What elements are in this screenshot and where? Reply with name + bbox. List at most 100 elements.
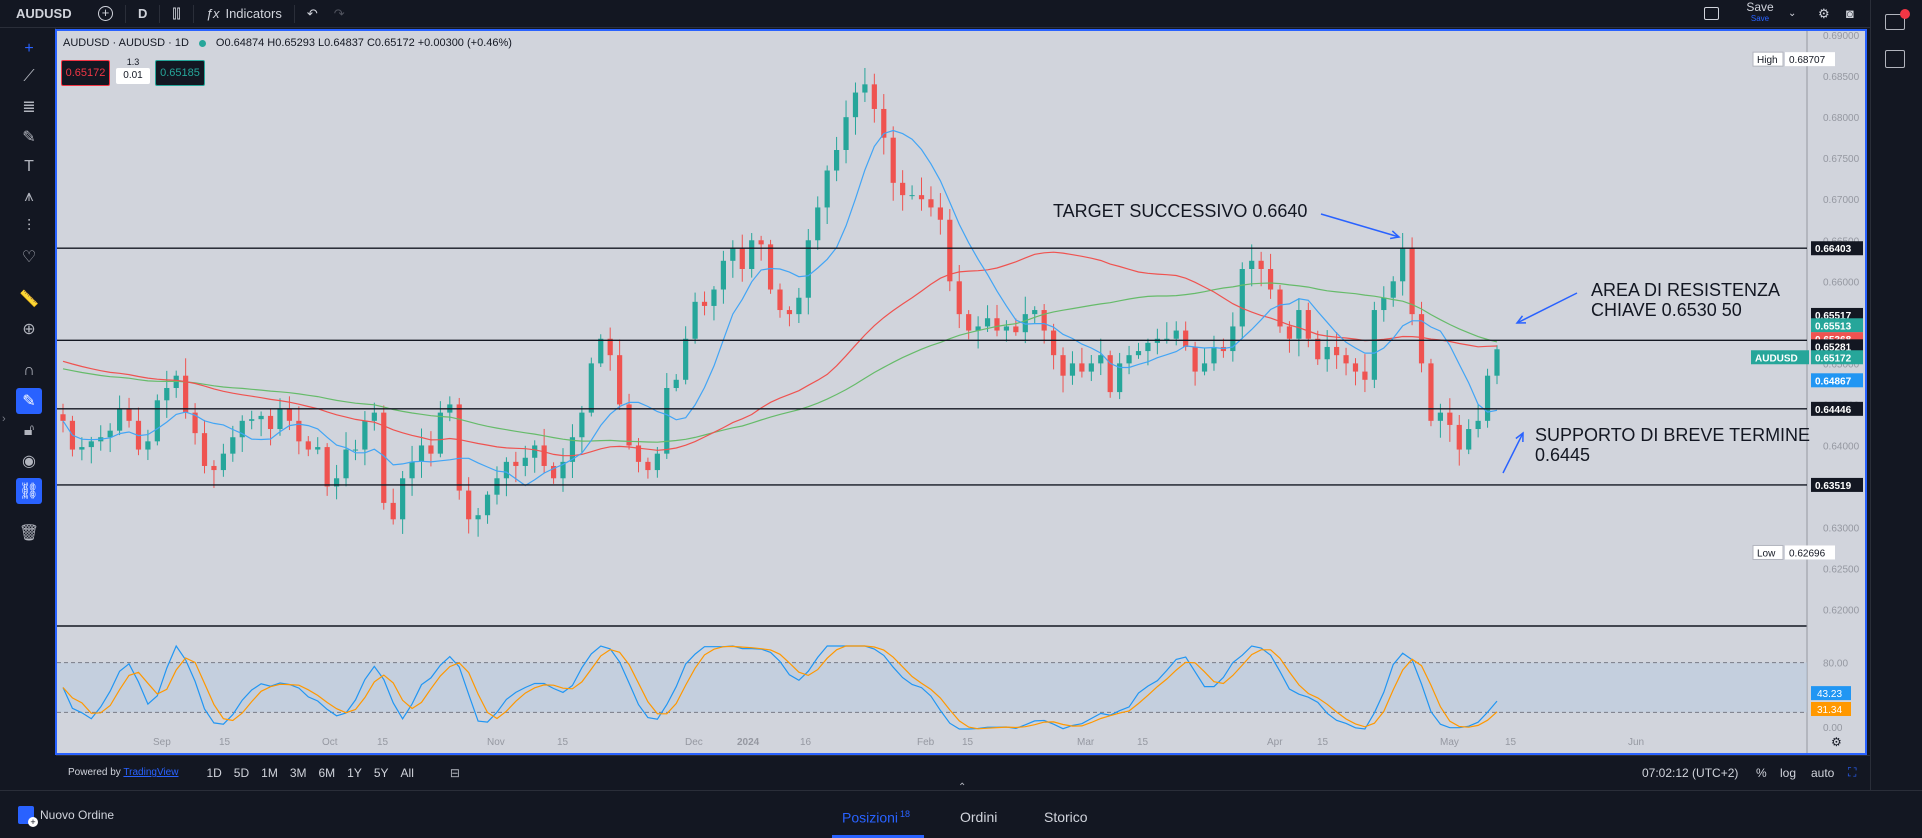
zoom-tool[interactable]: ⊕ xyxy=(22,321,36,338)
order-icon: + xyxy=(18,806,38,827)
timeframe-5d[interactable]: 5D xyxy=(233,765,250,780)
candle-body xyxy=(1164,338,1170,340)
layout-button[interactable] xyxy=(1696,0,1727,28)
settings-button[interactable]: ⚙ xyxy=(1810,0,1838,28)
link-tool[interactable]: ⛓︎ xyxy=(16,478,42,504)
candle-body xyxy=(1352,363,1359,372)
level-label-text: 0.64446 xyxy=(1815,405,1852,416)
timeframe-5y[interactable]: 5Y xyxy=(373,765,389,780)
sell-button[interactable]: 0.65172 xyxy=(61,60,110,86)
axis-settings-icon[interactable]: ⚙ xyxy=(1831,735,1842,749)
last-price-label: 0.65172 xyxy=(1811,350,1863,365)
candle-body xyxy=(1400,248,1406,282)
new-order-button[interactable]: + Nuovo Ordine xyxy=(18,806,114,827)
tradingview-link[interactable]: TradingView xyxy=(123,767,179,778)
trendline-tool[interactable]: ⟋ xyxy=(23,68,35,85)
heart-icon[interactable]: ♡ xyxy=(21,249,37,266)
powered-label: Powered by xyxy=(68,767,121,778)
time-tick-label: Nov xyxy=(487,737,505,748)
low-marker-value-bg xyxy=(1785,545,1835,560)
tab-orders[interactable]: Ordini xyxy=(960,809,997,825)
percent-toggle[interactable]: % xyxy=(1756,765,1767,780)
chart-canvas[interactable]: 0.690000.685000.680000.675000.670000.665… xyxy=(57,31,1865,753)
candle-body xyxy=(1277,289,1283,327)
undo-icon: ↶ xyxy=(306,5,318,21)
candle-body xyxy=(683,338,689,380)
timeframe-1y[interactable]: 1Y xyxy=(347,765,362,780)
candle-body xyxy=(1324,346,1330,360)
add-symbol-button[interactable]: + xyxy=(90,0,121,28)
measure-range-tool[interactable]: ⫶ xyxy=(26,218,31,235)
fullscreen-icon[interactable]: ⛶ xyxy=(1848,765,1857,779)
candle-body xyxy=(645,461,651,471)
candle-body xyxy=(1041,310,1047,331)
candle-body xyxy=(1230,326,1236,352)
candle-body xyxy=(220,453,226,471)
candle-body xyxy=(522,457,528,466)
timeframe-3m[interactable]: 3M xyxy=(289,765,307,780)
save-label: Save xyxy=(1746,0,1774,14)
tab-positions-label: Posizioni xyxy=(842,809,899,826)
collapse-panel-icon[interactable]: ⌃ xyxy=(958,782,967,793)
symbol-search[interactable]: AUDUSD xyxy=(0,0,90,28)
candle-body xyxy=(1135,351,1142,356)
chart-pane[interactable]: 0.690000.685000.680000.675000.670000.665… xyxy=(55,29,1867,755)
undo-button[interactable]: ↶ xyxy=(299,0,326,28)
auto-toggle[interactable]: auto xyxy=(1811,765,1835,780)
save-dropdown[interactable]: ⌄ xyxy=(1780,0,1804,28)
magnet-tool[interactable]: ∩ xyxy=(23,362,35,379)
timeframe-1d[interactable]: 1D xyxy=(206,765,222,780)
candle-body xyxy=(230,437,236,454)
legend-title: AUDUSD · AUDUSD · 1D xyxy=(63,37,189,49)
notification-badge xyxy=(1900,9,1910,19)
ema-blue-label: 0.64867 xyxy=(1811,373,1863,388)
candle-body xyxy=(1475,420,1481,430)
tab-positions[interactable]: Posizioni 18 xyxy=(842,809,910,826)
stay-drawing-tool[interactable]: ✎ xyxy=(16,388,42,414)
buy-button[interactable]: 0.65185 xyxy=(155,60,205,86)
save-button[interactable]: Save Save xyxy=(1740,1,1780,25)
time-tick-label: 15 xyxy=(219,737,231,748)
candle-body xyxy=(1117,363,1123,393)
candle-body xyxy=(466,490,472,520)
trash-icon[interactable]: 🗑︎ xyxy=(18,525,40,542)
clock[interactable]: 07:02:12 (UTC+2) xyxy=(1642,765,1739,780)
sma-green-line xyxy=(62,282,1498,443)
redo-button[interactable]: ↷ xyxy=(326,0,353,28)
time-tick-label: May xyxy=(1440,737,1459,748)
time-tick-label: Mar xyxy=(1077,737,1095,748)
snapshot-button[interactable]: ◙ xyxy=(1838,0,1862,28)
fib-tool[interactable]: ≣ xyxy=(22,99,36,116)
lock-tool[interactable]: 🔓︎ xyxy=(23,422,35,439)
low-marker: Low 0.62696 xyxy=(1752,544,1835,560)
eye-icon[interactable]: ◉ xyxy=(22,453,36,470)
indicators-button[interactable]: ƒx Indicators xyxy=(198,0,290,28)
log-toggle[interactable]: log xyxy=(1780,765,1797,780)
timeframe-all[interactable]: All xyxy=(400,765,414,780)
timeframe-6m[interactable]: 6M xyxy=(318,765,336,780)
text-tool[interactable]: T xyxy=(24,158,34,175)
tab-history[interactable]: Storico xyxy=(1044,809,1088,825)
chart-type-button[interactable]: ⫿⫿ xyxy=(164,0,188,28)
alerts-icon[interactable] xyxy=(1885,9,1910,30)
tab-history-label: Storico xyxy=(1044,809,1088,825)
interval-button[interactable]: D xyxy=(130,0,155,28)
date-range-icon[interactable]: ⊟ xyxy=(449,765,460,780)
crosshair-tool[interactable]: + xyxy=(24,40,34,57)
fx-icon: ƒx xyxy=(205,6,220,21)
time-tick-label: Apr xyxy=(1267,737,1283,748)
timeframe-1m[interactable]: 1M xyxy=(261,765,278,780)
ruler-tool[interactable]: 📏 xyxy=(19,291,39,308)
brush-tool[interactable]: ✎ xyxy=(22,129,36,146)
candle-body xyxy=(362,420,368,450)
watchlist-icon[interactable] xyxy=(1885,50,1905,68)
osc-k-tag-bg xyxy=(1811,686,1851,701)
price-tick-label: 0.62500 xyxy=(1823,565,1860,576)
arrow-support-head xyxy=(1515,431,1524,443)
candle-body xyxy=(560,461,566,479)
candle-body xyxy=(1145,342,1151,352)
chevron-down-icon: ⌄ xyxy=(1788,8,1797,19)
pattern-tool[interactable]: ⩚ xyxy=(24,188,34,205)
candle-body xyxy=(418,445,425,462)
collapse-arrow-icon[interactable]: › xyxy=(2,413,6,425)
